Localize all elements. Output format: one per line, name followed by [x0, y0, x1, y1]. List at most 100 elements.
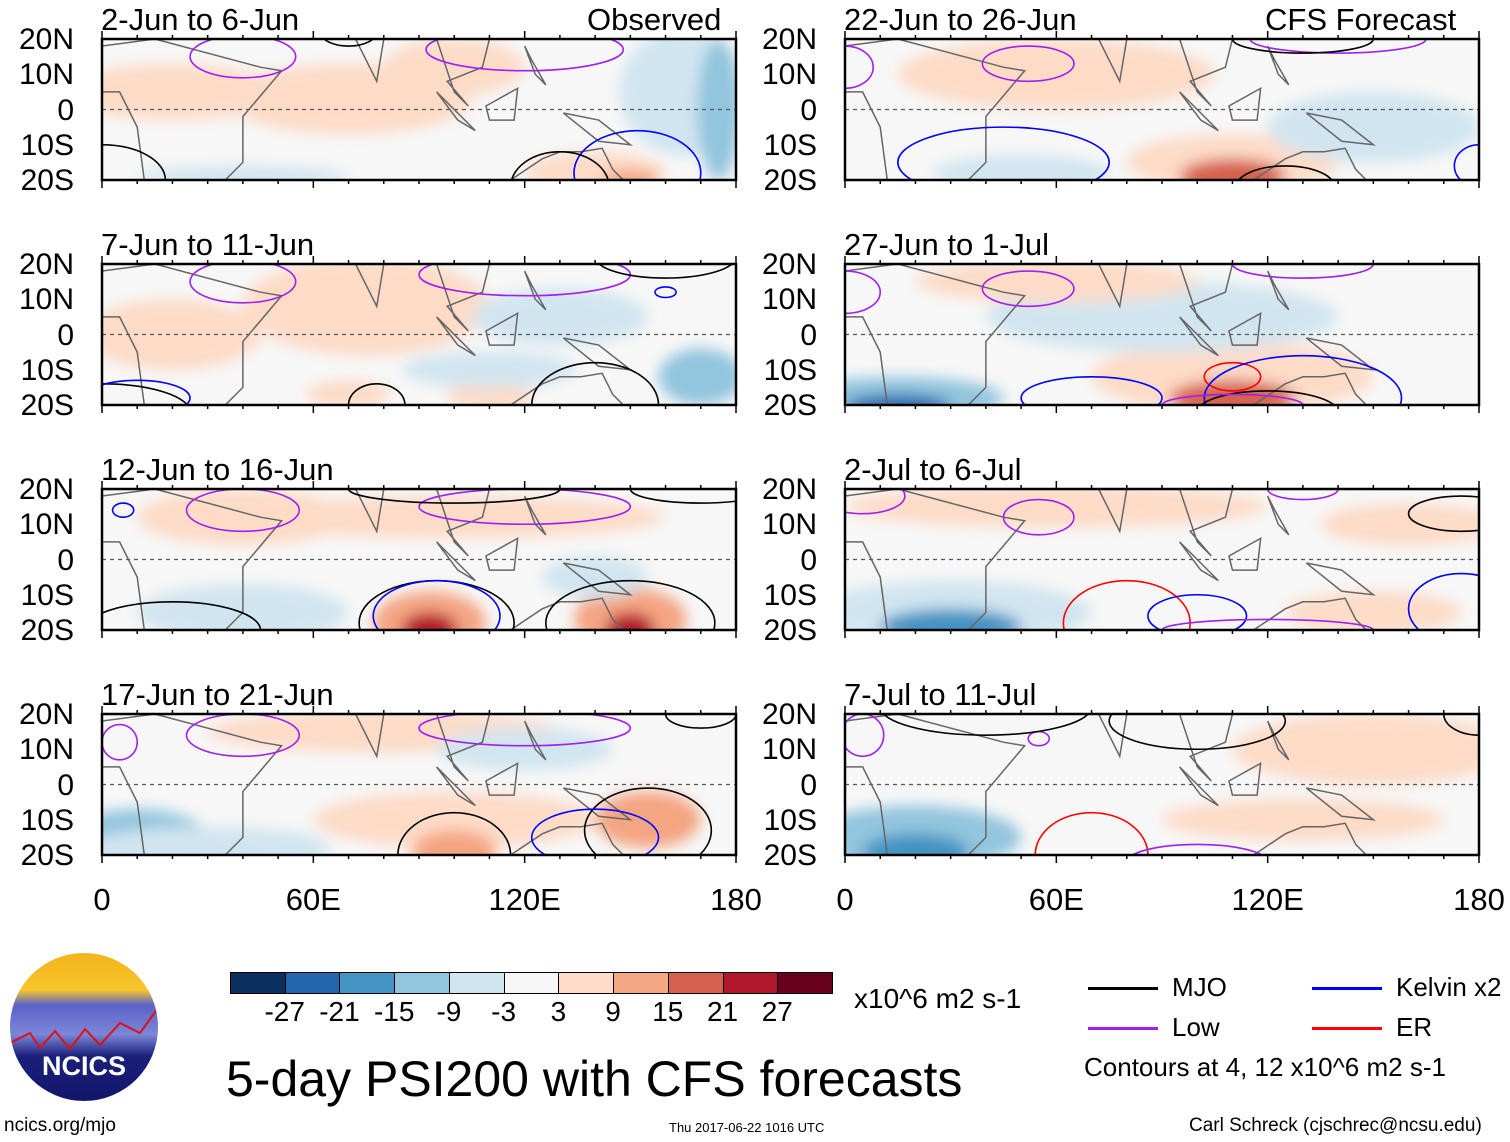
low-contour	[1266, 489, 1339, 501]
coastline	[523, 720, 547, 761]
kelvin-contour	[1147, 593, 1248, 630]
coastline	[1178, 39, 1234, 107]
lon-tick-label: 60E	[1028, 882, 1084, 917]
lat-tick-label: 20N	[761, 248, 817, 281]
timestamp: Thu 2017-06-22 1016 UTC	[669, 1120, 825, 1135]
anomaly-region	[313, 791, 596, 848]
coastline	[354, 489, 385, 534]
kelvin-contour	[654, 286, 677, 299]
low-contour	[1249, 39, 1427, 54]
kelvin-contour	[530, 808, 660, 855]
anomaly-region	[401, 352, 578, 388]
map-panel	[100, 481, 738, 638]
low-contour	[845, 270, 882, 315]
mjo-contour	[1108, 714, 1287, 751]
colorbar-swatch	[613, 972, 669, 994]
coastline	[845, 714, 1027, 855]
colorbar-label: 15	[652, 996, 684, 1027]
coastline	[436, 766, 476, 807]
low-contour	[189, 264, 297, 304]
mjo-contour	[597, 264, 734, 279]
anomaly-region	[471, 288, 648, 346]
coastline	[562, 787, 633, 821]
lat-tick-label: 20S	[763, 839, 817, 872]
anomaly-region	[1162, 798, 1444, 841]
colorbar-swatch	[394, 972, 450, 994]
lat-tick-label: 20S	[763, 164, 817, 197]
low-contour	[845, 45, 874, 90]
anomaly-region	[401, 612, 458, 630]
lat-tick-label: 20S	[20, 839, 74, 872]
coastline	[523, 270, 547, 311]
lon-tick-label: 180	[1453, 882, 1505, 917]
coastline	[509, 372, 625, 405]
coastline	[1228, 311, 1262, 346]
kelvin-contour	[1203, 354, 1403, 405]
anomaly-region	[1267, 91, 1479, 163]
logo-text: NCICS	[41, 1051, 126, 1081]
kelvin-contour	[111, 502, 135, 518]
coastline	[485, 86, 519, 121]
coastline	[435, 39, 491, 107]
colorbar-label: -15	[373, 996, 415, 1027]
low-contour	[418, 489, 632, 526]
colorbar-label: 9	[605, 996, 621, 1027]
coastline	[1305, 787, 1376, 821]
anomaly-region	[411, 830, 497, 855]
low-contour	[102, 723, 139, 761]
lat-tick-label: 20N	[18, 698, 74, 731]
colorbar-swatch	[230, 972, 286, 994]
coastline	[435, 489, 491, 557]
coastline	[1266, 495, 1290, 536]
coastline	[1097, 264, 1128, 309]
kelvin-contour	[1407, 572, 1479, 630]
coastline	[102, 39, 284, 180]
coastline	[436, 316, 476, 357]
low-contour	[425, 39, 625, 72]
coastline	[1266, 270, 1290, 311]
coastline	[435, 714, 491, 782]
coastline	[1097, 714, 1128, 759]
lat-tick-label: 20S	[763, 389, 817, 422]
author-credit: Carl Schreck (cjschrec@ncsu.edu)	[1189, 1115, 1482, 1136]
coastline	[1228, 536, 1262, 571]
lon-tick-label: 0	[836, 882, 854, 917]
low-contour	[981, 45, 1075, 83]
colorbar-label: -21	[319, 996, 360, 1027]
contour-note: Contours at 4, 12 x10^6 m2 s-1	[1084, 1052, 1446, 1082]
lat-tick-label: 10N	[761, 508, 817, 542]
colorbar-label: 3	[550, 996, 567, 1027]
coastline	[1228, 761, 1262, 796]
low-contour	[189, 39, 297, 79]
coastline	[1252, 822, 1368, 855]
map-panel	[100, 706, 738, 863]
coastline	[509, 597, 625, 630]
anomaly-region	[373, 591, 486, 630]
legend-label: Kelvin x2	[1396, 972, 1502, 1002]
coastline	[485, 536, 519, 571]
lon-tick-label: 120E	[1231, 882, 1304, 917]
site-link[interactable]: ncics.org/mjo	[4, 1115, 116, 1136]
coastline	[354, 264, 385, 309]
colorbar-swatch	[339, 972, 396, 994]
lat-tick-label: 0	[800, 93, 817, 127]
low-contour	[1161, 393, 1304, 405]
observed-label: Observed	[587, 2, 722, 37]
coastline	[102, 714, 284, 855]
panel-title: 27-Jun to 1-Jul	[844, 227, 1050, 262]
colorbar-label: -27	[264, 996, 305, 1027]
colorbar-swatch	[558, 972, 615, 994]
lat-tick-label: 10N	[761, 733, 817, 767]
low-contour	[1231, 264, 1375, 279]
lat-tick-label: 10S	[20, 578, 74, 612]
coastline	[1178, 264, 1234, 332]
lat-tick-label: 10S	[763, 578, 817, 612]
mjo-contour	[1231, 39, 1375, 54]
mjo-contour	[1407, 495, 1479, 533]
coastline	[562, 562, 633, 596]
lon-tick-label: 120E	[488, 882, 561, 917]
lon-tick-label: 60E	[285, 882, 341, 917]
legend-label: ER	[1396, 1012, 1433, 1042]
coastline	[485, 311, 519, 346]
anomaly-region	[436, 728, 613, 771]
